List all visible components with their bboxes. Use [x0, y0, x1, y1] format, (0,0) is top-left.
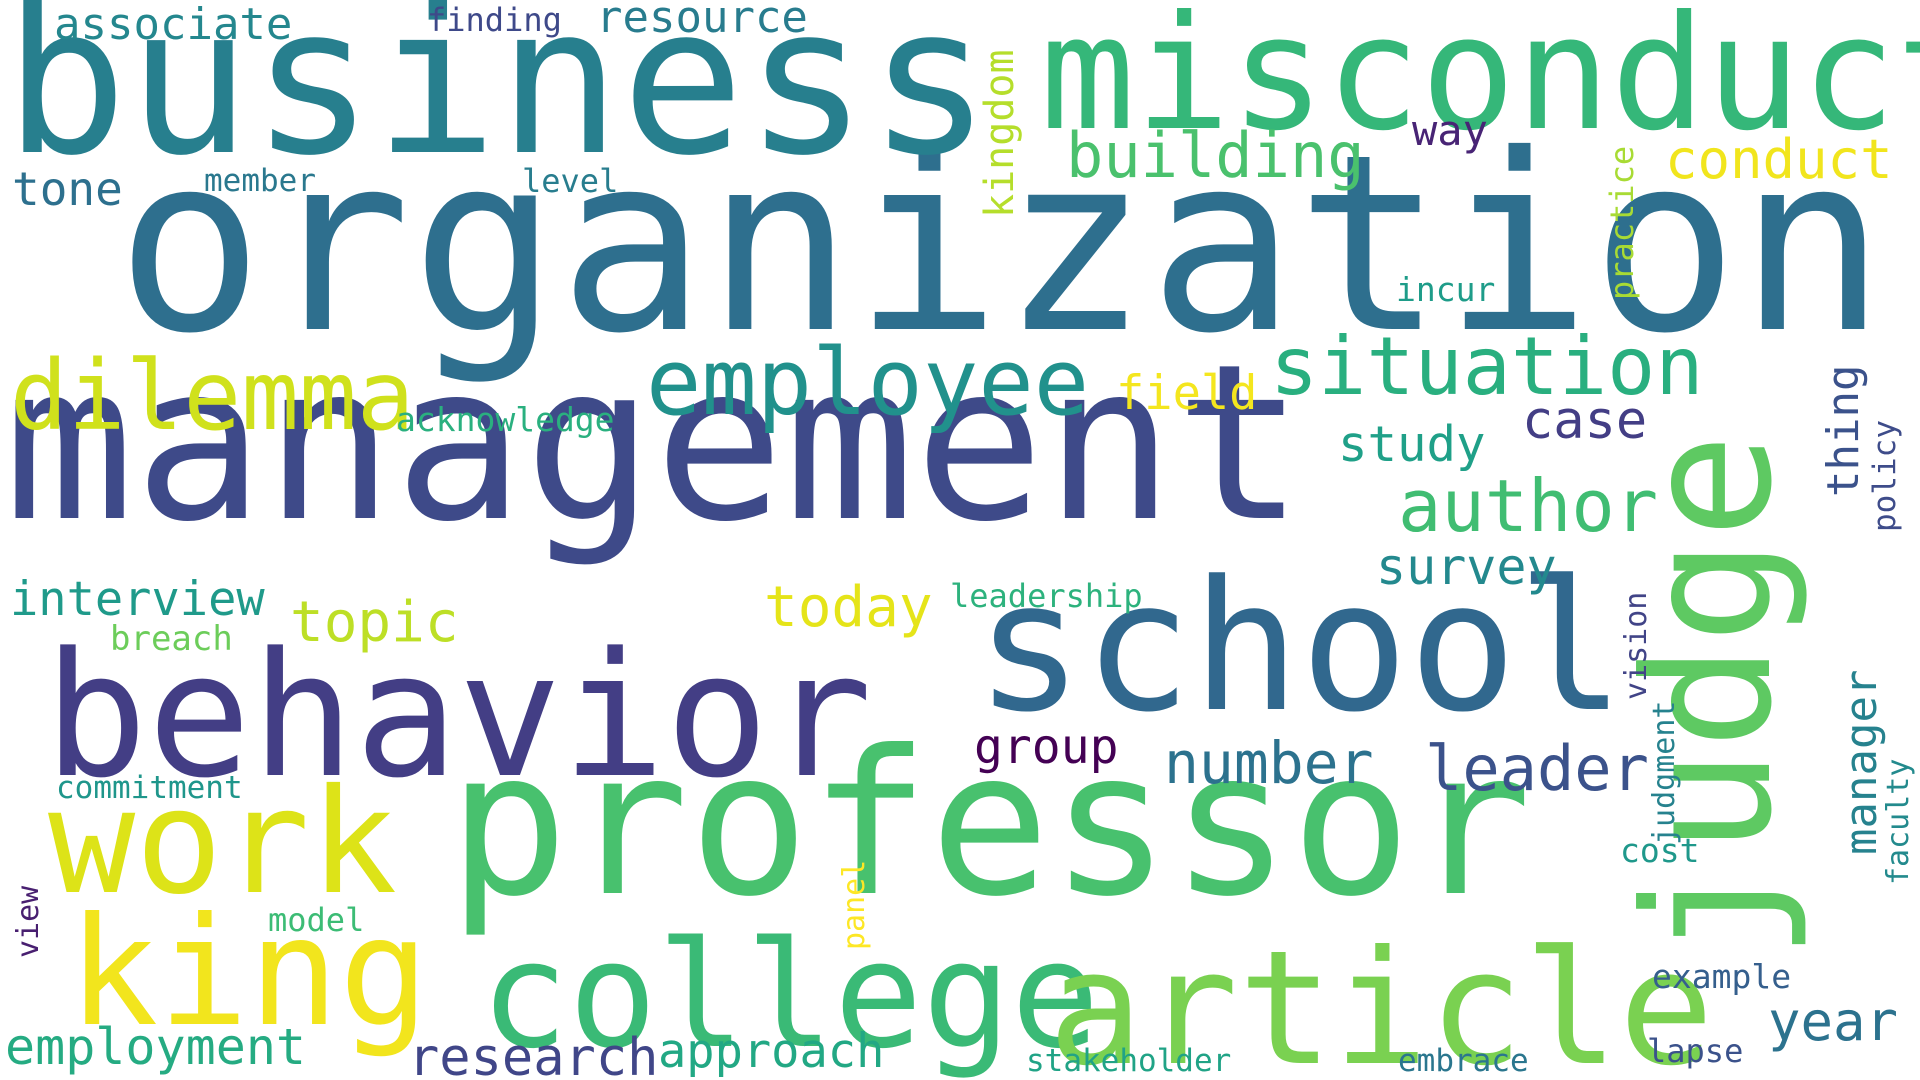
- word-number: number: [1164, 729, 1374, 797]
- word-conduct: conduct: [1665, 128, 1893, 191]
- word-dilemma: dilemma: [10, 340, 415, 452]
- word-author: author: [1398, 464, 1659, 548]
- word-finding: finding: [427, 1, 562, 39]
- word-level: level: [522, 162, 619, 200]
- word-breach: breach: [110, 619, 233, 659]
- word-situation: situation: [1270, 320, 1704, 413]
- word-cost: cost: [1620, 831, 1700, 870]
- word-tone: tone: [12, 162, 123, 216]
- word-king: king: [68, 886, 430, 1060]
- word-interview: interview: [10, 572, 265, 627]
- word-incur: incur: [1396, 270, 1496, 309]
- word-manager: manager: [1836, 669, 1887, 855]
- word-way: way: [1412, 106, 1488, 155]
- word-faculty: faculty: [1881, 758, 1916, 885]
- word-kingdom: kingdom: [977, 49, 1023, 218]
- word-example: example: [1652, 957, 1792, 996]
- word-lapse: lapse: [1647, 1032, 1744, 1070]
- word-commitment: commitment: [56, 770, 243, 806]
- word-year: year: [1768, 990, 1899, 1053]
- word-survey: survey: [1376, 538, 1557, 596]
- word-field: field: [1116, 366, 1258, 421]
- word-practice: practice: [1603, 145, 1641, 300]
- word-behavior: behavior: [44, 615, 873, 816]
- word-group: group: [974, 719, 1119, 775]
- word-employee: employee: [646, 329, 1090, 436]
- word-today: today: [764, 575, 933, 640]
- word-model: model: [268, 901, 365, 939]
- word-professor: professor: [448, 708, 1532, 941]
- word-judgment: judgment: [1647, 700, 1682, 846]
- word-stakeholder: stakeholder: [1026, 1043, 1232, 1079]
- word-leadership: leadership: [950, 577, 1143, 615]
- word-organization: organization: [116, 102, 1887, 387]
- word-panel: panel: [837, 859, 872, 950]
- word-approach: approach: [658, 1024, 885, 1079]
- word-study: study: [1338, 416, 1486, 473]
- word-topic: topic: [290, 590, 459, 655]
- word-view: view: [11, 885, 46, 958]
- word-thing: thing: [1818, 364, 1869, 497]
- word-misconduct: misconduct: [1040, 0, 1920, 166]
- word-associate: associate: [54, 0, 293, 50]
- word-case: case: [1522, 391, 1648, 451]
- word-work: work: [48, 758, 398, 927]
- word-embrace: embrace: [1398, 1043, 1529, 1079]
- word-school: school: [975, 543, 1626, 752]
- word-leader: leader: [1425, 732, 1649, 805]
- word-member: member: [204, 163, 316, 199]
- word-vision: vision: [1619, 591, 1654, 700]
- word-college: college: [480, 910, 1100, 1080]
- word-employment: employment: [5, 1018, 307, 1076]
- word-acknowledge: acknowledge: [396, 400, 615, 439]
- word-resource: resource: [596, 0, 808, 43]
- word-business: business: [4, 0, 992, 201]
- word-policy: policy: [1867, 420, 1903, 532]
- word-article: article: [1048, 917, 1714, 1080]
- word-building: building: [1066, 119, 1365, 192]
- word-management: management: [4, 318, 1305, 569]
- word-research: research: [408, 1028, 659, 1080]
